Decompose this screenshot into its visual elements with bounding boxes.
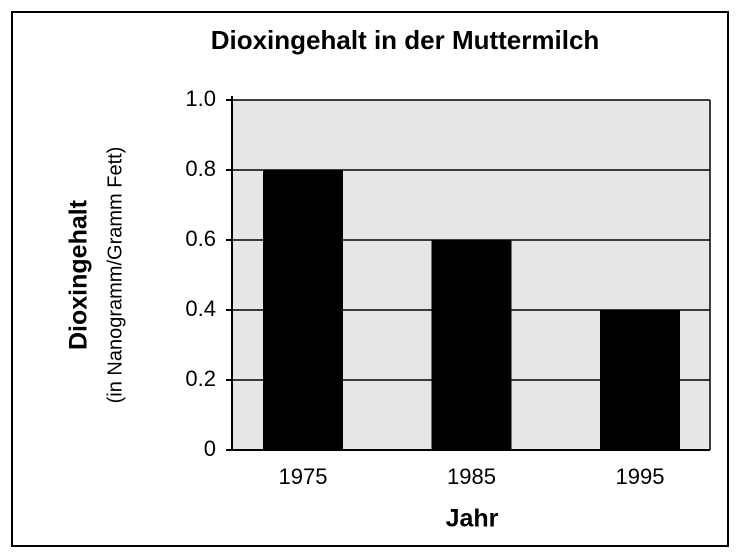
x-tick-label: 1975 bbox=[279, 464, 328, 489]
y-tick-label: 0.2 bbox=[185, 366, 216, 391]
y-tick-label: 0 bbox=[204, 436, 216, 461]
y-axis-sublabel: (in Nanogramm/Gramm Fett) bbox=[104, 147, 126, 404]
x-tick-label: 1985 bbox=[447, 464, 496, 489]
x-axis-label: Jahr bbox=[446, 505, 499, 533]
y-tick-label: 0.8 bbox=[185, 156, 216, 181]
bar bbox=[600, 310, 680, 450]
bar bbox=[431, 240, 512, 450]
chart-title: Dioxingehalt in der Muttermilch bbox=[211, 25, 600, 55]
x-tick-label: 1995 bbox=[616, 464, 665, 489]
y-tick-label: 0.4 bbox=[185, 296, 216, 321]
bar bbox=[263, 170, 343, 450]
y-tick-label: 1.0 bbox=[185, 86, 216, 111]
y-tick-label: 0.6 bbox=[185, 226, 216, 251]
y-axis-label: Dioxingehalt bbox=[65, 199, 93, 350]
